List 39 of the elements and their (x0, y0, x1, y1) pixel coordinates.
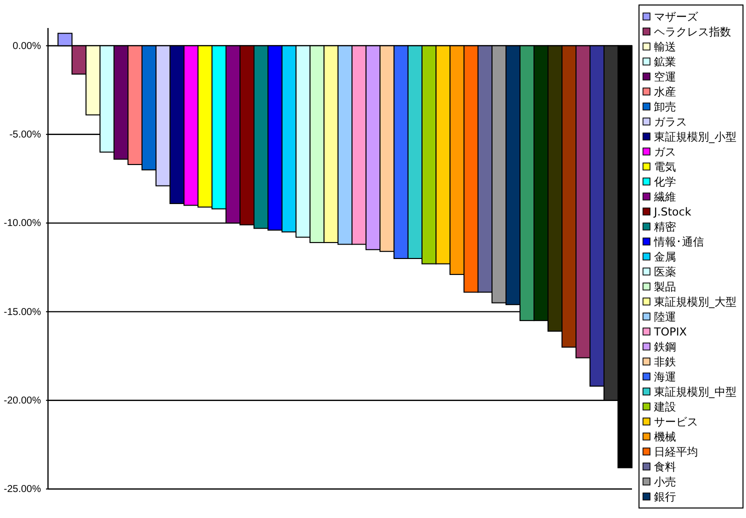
legend-label: ガス (654, 145, 676, 158)
legend-label: ガラス (654, 115, 687, 128)
y-tick-label: -5.00% (9, 130, 42, 141)
legend-label: 陸運 (654, 310, 676, 324)
legend-label: 建設 (653, 400, 676, 414)
legend-label: 東証規模別_中型 (654, 385, 736, 398)
legend-label: サービス (654, 415, 698, 428)
legend-label: マザーズ (654, 10, 699, 24)
legend-label: 銀行 (654, 490, 676, 504)
legend-label: 東証規模別_小型 (654, 130, 736, 144)
y-tick-label: 0.00% (12, 40, 42, 52)
legend-label: 水産 (654, 85, 676, 98)
legend-label: 繊維 (653, 190, 676, 204)
legend-label: 機械 (654, 430, 676, 444)
legend-label: 輸送 (654, 40, 676, 54)
legend-label: ヘラクレス指数 (654, 25, 731, 38)
legend-label: 食料 (654, 460, 676, 474)
legend-label: 日経平均 (654, 445, 698, 458)
legend-label: TOPIX (653, 325, 688, 338)
legend-label: 電気 (654, 160, 676, 174)
legend-label: 東証規模別_大型 (654, 295, 736, 308)
y-tick-label: -15.00% (4, 306, 42, 318)
legend-label: 鉄鋼 (654, 340, 676, 354)
legend-label: J.Stock (653, 205, 692, 218)
legend-label: 金属 (654, 250, 676, 264)
legend-label: 医薬 (654, 265, 676, 278)
y-tick-label: -20.00% (4, 396, 42, 407)
legend-label: 鉱業 (654, 55, 676, 68)
legend-label: 空運 (654, 70, 676, 84)
legend-label: 精密 (654, 220, 676, 234)
legend-label: 化学 (654, 175, 676, 188)
legend-label: 海運 (654, 370, 676, 384)
y-tick-label: -25.00% (4, 484, 42, 496)
legend-label: 卸売 (654, 100, 676, 114)
y-tick-label: -10.00% (4, 218, 42, 230)
legend-label: 情報･通信 (653, 235, 704, 248)
legend-label: 小売 (654, 475, 676, 488)
legend-label: 非鉄 (654, 355, 676, 368)
legend-label: 製品 (654, 280, 676, 294)
